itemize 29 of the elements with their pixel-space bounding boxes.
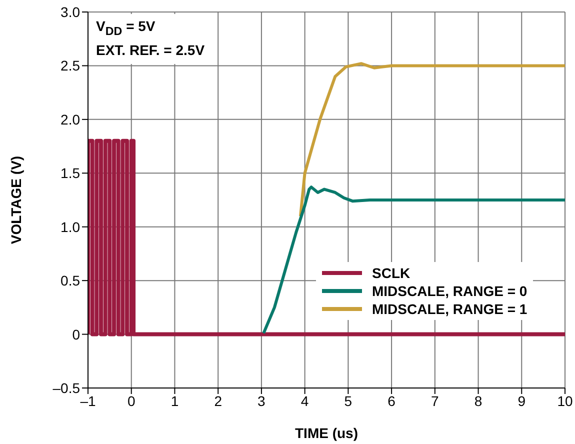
y-tick-label: 1.5 [60, 165, 80, 182]
y-tick-label: –0.5 [52, 380, 80, 396]
x-tick-label: 9 [518, 392, 526, 409]
y-tick-label: 0.5 [60, 272, 80, 289]
x-tick-label: 1 [170, 392, 179, 409]
y-tick-label: 3.0 [60, 4, 80, 20]
x-tick-label: 10 [557, 392, 573, 409]
x-tick-label: 3 [258, 392, 266, 409]
y-axis-title: VOLTAGE (V) [8, 156, 24, 244]
x-tick-label: 5 [344, 392, 352, 409]
x-tick-label: 6 [388, 392, 396, 409]
y-tick-label: 2.5 [60, 58, 80, 74]
annotation: V$_{DD}$ = 5V [96, 17, 156, 40]
x-tick-label: 4 [300, 392, 309, 409]
annotation: EXT. REF. = 2.5V [96, 40, 205, 60]
line-series [298, 62, 565, 218]
x-tick-label: 0 [127, 392, 136, 409]
x-tick-label: 2 [214, 392, 222, 409]
y-tick-label: 1.0 [60, 218, 80, 235]
legend-label: MIDSCALE, RANGE = 0 [372, 283, 528, 299]
legend-label: SCLK [372, 265, 410, 281]
x-tick-label: –1 [80, 392, 96, 409]
line-series [262, 186, 565, 335]
x-tick-label: 7 [431, 392, 440, 409]
legend-label: MIDSCALE, RANGE = 1 [372, 301, 528, 317]
x-tick-label: 8 [474, 392, 482, 409]
y-tick-label: 2.0 [60, 111, 80, 128]
y-tick-label: 0 [72, 326, 80, 342]
x-axis-title: TIME (us) [295, 425, 358, 441]
